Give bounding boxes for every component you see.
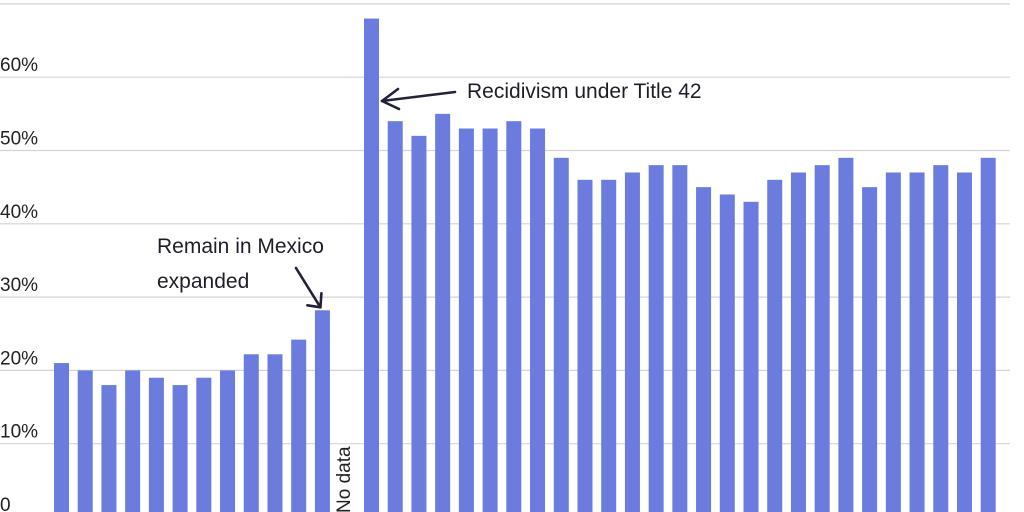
- bars: No data: [54, 18, 996, 512]
- bar: [364, 18, 379, 512]
- arrowhead-remain-in-mexico: [306, 291, 323, 309]
- bar: [435, 113, 451, 512]
- bar: [77, 370, 93, 512]
- bar: [411, 135, 427, 512]
- bar: [648, 165, 664, 512]
- bar: [54, 363, 69, 512]
- bar: [624, 172, 640, 512]
- bar: [719, 194, 735, 512]
- no-data-label: No data: [334, 446, 355, 512]
- bar: [862, 187, 878, 512]
- y-tick-label: 0: [0, 495, 11, 512]
- bar: [696, 187, 712, 512]
- arrow-title-42: [380, 90, 457, 103]
- bar: [172, 385, 188, 512]
- bar: [243, 354, 259, 512]
- bar: [909, 172, 925, 512]
- bar: [148, 377, 164, 512]
- bar: [957, 172, 972, 512]
- y-tick-label: 20%: [0, 348, 38, 369]
- y-tick-label: 30%: [0, 275, 38, 296]
- bar: [291, 339, 307, 512]
- arrow-remain-in-mexico: [294, 266, 322, 309]
- bar: [101, 385, 117, 512]
- bar: [601, 179, 617, 512]
- bar: [577, 179, 593, 512]
- bar: [553, 157, 569, 512]
- y-tick-label: 40%: [0, 202, 38, 223]
- bar: [196, 377, 212, 512]
- bar: [814, 165, 830, 512]
- bar: [790, 172, 806, 512]
- bar: [506, 121, 522, 512]
- y-tick-label: 10%: [0, 422, 38, 443]
- bar: [743, 201, 759, 512]
- bar: [530, 128, 546, 512]
- bar: [672, 165, 688, 512]
- annotation-title-42: Recidivism under Title 42: [467, 80, 702, 103]
- bar: [767, 179, 783, 512]
- y-axis-tick-labels: 0 10% 20% 30% 40% 50% 60%: [0, 55, 38, 512]
- bar: [387, 121, 403, 512]
- bar: [458, 128, 474, 512]
- bar: [220, 370, 236, 512]
- bar: [980, 157, 996, 512]
- arrowhead-title-42: [380, 87, 401, 111]
- bar: [267, 354, 283, 512]
- y-tick-label: 50%: [0, 129, 38, 150]
- bar: [482, 128, 498, 512]
- y-tick-label: 60%: [0, 55, 38, 76]
- bar: [838, 157, 854, 512]
- annotation-remain-in-mexico: Remain in Mexico: [157, 235, 324, 258]
- annotations: Remain in Mexico expanded Recidivism under…: [157, 80, 702, 309]
- bar: [933, 165, 949, 512]
- annotation-remain-in-mexico-line2: expanded: [157, 270, 249, 293]
- bar: [885, 172, 901, 512]
- bar: [314, 310, 330, 512]
- grid-lines: [0, 3, 1010, 445]
- bar: [125, 370, 141, 512]
